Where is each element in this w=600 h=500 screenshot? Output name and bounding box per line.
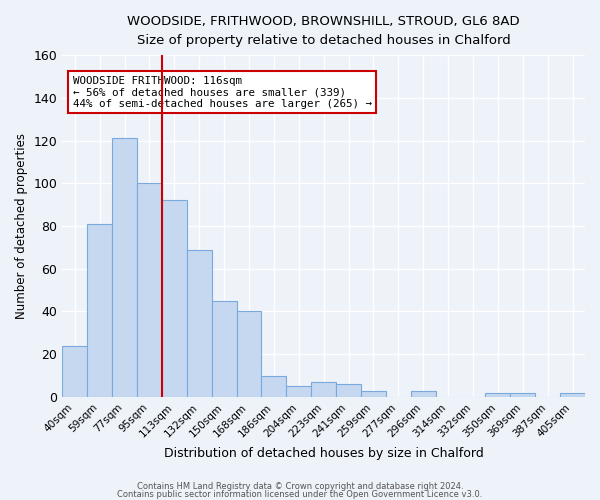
- Bar: [560, 392, 585, 397]
- Text: WOODSIDE FRITHWOOD: 116sqm
← 56% of detached houses are smaller (339)
44% of sem: WOODSIDE FRITHWOOD: 116sqm ← 56% of deta…: [73, 76, 372, 109]
- Bar: [87, 224, 112, 397]
- Bar: [411, 390, 436, 397]
- Bar: [262, 376, 286, 397]
- X-axis label: Distribution of detached houses by size in Chalford: Distribution of detached houses by size …: [164, 447, 484, 460]
- Bar: [361, 390, 386, 397]
- Bar: [62, 346, 87, 397]
- Title: WOODSIDE, FRITHWOOD, BROWNSHILL, STROUD, GL6 8AD
Size of property relative to de: WOODSIDE, FRITHWOOD, BROWNSHILL, STROUD,…: [127, 15, 520, 47]
- Bar: [485, 392, 511, 397]
- Bar: [187, 250, 212, 397]
- Bar: [286, 386, 311, 397]
- Bar: [212, 301, 236, 397]
- Bar: [336, 384, 361, 397]
- Text: Contains public sector information licensed under the Open Government Licence v3: Contains public sector information licen…: [118, 490, 482, 499]
- Bar: [236, 312, 262, 397]
- Bar: [511, 392, 535, 397]
- Bar: [162, 200, 187, 397]
- Y-axis label: Number of detached properties: Number of detached properties: [15, 133, 28, 319]
- Bar: [137, 184, 162, 397]
- Bar: [112, 138, 137, 397]
- Bar: [311, 382, 336, 397]
- Text: Contains HM Land Registry data © Crown copyright and database right 2024.: Contains HM Land Registry data © Crown c…: [137, 482, 463, 491]
